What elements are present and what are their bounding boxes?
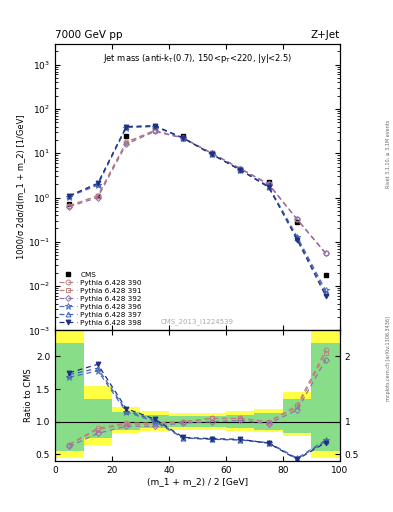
Pythia 6.428 398: [95, 180, 100, 186]
Pythia 6.428 398: [67, 193, 72, 199]
Pythia 6.428 392: [266, 181, 271, 187]
Pythia 6.428 391: [95, 193, 100, 199]
Line: Pythia 6.428 396: Pythia 6.428 396: [66, 123, 329, 294]
Text: Rivet 3.1.10, ≥ 3.1M events: Rivet 3.1.10, ≥ 3.1M events: [386, 119, 391, 188]
Text: Jet mass (anti-k$_\mathrm{T}$(0.7), 150<p$_\mathrm{T}$<220, |y|<2.5): Jet mass (anti-k$_\mathrm{T}$(0.7), 150<…: [103, 52, 292, 65]
Text: CMS_2013_I1224539: CMS_2013_I1224539: [161, 318, 234, 325]
Pythia 6.428 396: [266, 183, 271, 189]
Pythia 6.428 396: [323, 287, 328, 293]
Legend: CMS, Pythia 6.428 390, Pythia 6.428 391, Pythia 6.428 392, Pythia 6.428 396, Pyt: CMS, Pythia 6.428 390, Pythia 6.428 391,…: [57, 269, 144, 328]
Pythia 6.428 390: [152, 127, 157, 133]
Pythia 6.428 390: [266, 181, 271, 187]
Pythia 6.428 398: [181, 135, 185, 141]
Pythia 6.428 391: [209, 150, 214, 156]
Pythia 6.428 396: [295, 233, 299, 240]
Pythia 6.428 398: [238, 167, 242, 173]
Pythia 6.428 392: [181, 135, 185, 141]
CMS: [95, 193, 100, 199]
Pythia 6.428 396: [124, 124, 129, 131]
Pythia 6.428 392: [152, 129, 157, 135]
Pythia 6.428 390: [238, 165, 242, 172]
Y-axis label: 1000/σ 2dσ/d(m_1 + m_2) [1/GeV]: 1000/σ 2dσ/d(m_1 + m_2) [1/GeV]: [16, 115, 25, 259]
Pythia 6.428 391: [67, 203, 72, 209]
Pythia 6.428 397: [152, 123, 157, 129]
Line: CMS: CMS: [67, 124, 328, 277]
CMS: [67, 201, 72, 207]
Pythia 6.428 396: [181, 135, 185, 141]
Pythia 6.428 391: [266, 181, 271, 187]
Pythia 6.428 396: [152, 123, 157, 130]
Pythia 6.428 390: [181, 135, 185, 141]
Line: Pythia 6.428 390: Pythia 6.428 390: [67, 128, 328, 256]
Pythia 6.428 397: [67, 193, 72, 199]
Pythia 6.428 398: [209, 151, 214, 157]
Pythia 6.428 396: [67, 194, 72, 200]
Pythia 6.428 392: [209, 150, 214, 156]
CMS: [238, 165, 242, 172]
Pythia 6.428 391: [181, 135, 185, 141]
Pythia 6.428 398: [323, 293, 328, 299]
Pythia 6.428 396: [95, 182, 100, 188]
Pythia 6.428 398: [295, 237, 299, 243]
CMS: [209, 150, 214, 156]
Pythia 6.428 390: [124, 139, 129, 145]
CMS: [295, 219, 299, 225]
Pythia 6.428 397: [95, 181, 100, 187]
Text: 7000 GeV pp: 7000 GeV pp: [55, 30, 123, 40]
Pythia 6.428 397: [266, 184, 271, 190]
Pythia 6.428 391: [238, 165, 242, 172]
Pythia 6.428 392: [124, 141, 129, 147]
Pythia 6.428 391: [124, 140, 129, 146]
Pythia 6.428 397: [181, 135, 185, 141]
Pythia 6.428 390: [67, 203, 72, 209]
CMS: [181, 133, 185, 139]
Pythia 6.428 396: [238, 167, 242, 173]
Text: Z+Jet: Z+Jet: [311, 30, 340, 40]
Pythia 6.428 390: [209, 150, 214, 156]
Pythia 6.428 397: [238, 167, 242, 173]
Line: Pythia 6.428 397: Pythia 6.428 397: [67, 124, 328, 295]
CMS: [323, 272, 328, 278]
Pythia 6.428 391: [295, 217, 299, 223]
CMS: [266, 179, 271, 185]
Text: mcplots.cern.ch [arXiv:1306.3436]: mcplots.cern.ch [arXiv:1306.3436]: [386, 316, 391, 401]
Pythia 6.428 392: [95, 195, 100, 201]
Pythia 6.428 391: [152, 128, 157, 134]
Line: Pythia 6.428 398: Pythia 6.428 398: [67, 123, 328, 298]
Pythia 6.428 396: [209, 151, 214, 157]
Pythia 6.428 397: [209, 151, 214, 157]
Pythia 6.428 392: [295, 217, 299, 223]
Pythia 6.428 390: [95, 193, 100, 199]
Y-axis label: Ratio to CMS: Ratio to CMS: [24, 369, 33, 422]
Pythia 6.428 392: [323, 250, 328, 257]
Pythia 6.428 398: [124, 123, 129, 130]
CMS: [124, 133, 129, 139]
CMS: [152, 123, 157, 130]
Pythia 6.428 390: [323, 250, 328, 257]
Pythia 6.428 391: [323, 250, 328, 257]
Pythia 6.428 398: [266, 184, 271, 190]
Pythia 6.428 397: [323, 290, 328, 296]
Pythia 6.428 397: [124, 124, 129, 130]
Pythia 6.428 397: [295, 235, 299, 241]
Pythia 6.428 392: [238, 165, 242, 172]
Pythia 6.428 390: [295, 217, 299, 223]
X-axis label: (m_1 + m_2) / 2 [GeV]: (m_1 + m_2) / 2 [GeV]: [147, 477, 248, 486]
Line: Pythia 6.428 392: Pythia 6.428 392: [67, 130, 328, 255]
Line: Pythia 6.428 391: Pythia 6.428 391: [67, 129, 328, 256]
Pythia 6.428 398: [152, 122, 157, 129]
Pythia 6.428 392: [67, 204, 72, 210]
